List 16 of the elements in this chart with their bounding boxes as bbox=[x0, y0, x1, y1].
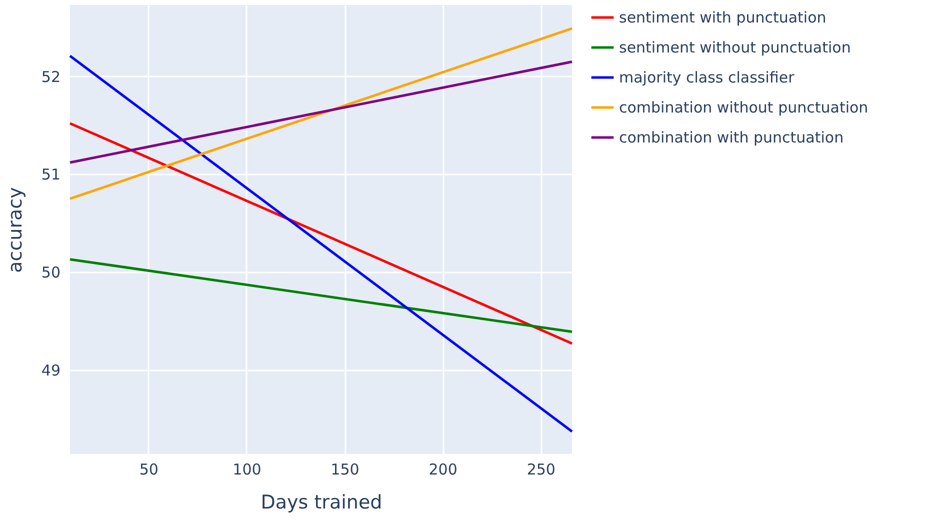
y-axis-title: accuracy bbox=[4, 187, 26, 273]
y-tick-label: 52 bbox=[41, 68, 60, 86]
legend-label: sentiment without punctuation bbox=[619, 38, 851, 56]
legend-label: combination with punctuation bbox=[619, 128, 844, 146]
x-tick-label: 200 bbox=[428, 460, 458, 478]
y-tick-label: 50 bbox=[41, 264, 60, 282]
x-tick-label: 150 bbox=[330, 460, 360, 478]
legend-label: combination without punctuation bbox=[619, 98, 868, 116]
legend-label: sentiment with punctuation bbox=[619, 8, 826, 26]
x-tick-label: 250 bbox=[526, 460, 556, 478]
x-tick-label: 100 bbox=[232, 460, 262, 478]
legend-label: majority class classifier bbox=[619, 68, 796, 86]
y-tick-label: 51 bbox=[41, 166, 60, 184]
x-tick-label: 50 bbox=[139, 460, 158, 478]
x-axis-title: Days trained bbox=[260, 492, 382, 514]
y-tick-label: 49 bbox=[41, 361, 60, 380]
